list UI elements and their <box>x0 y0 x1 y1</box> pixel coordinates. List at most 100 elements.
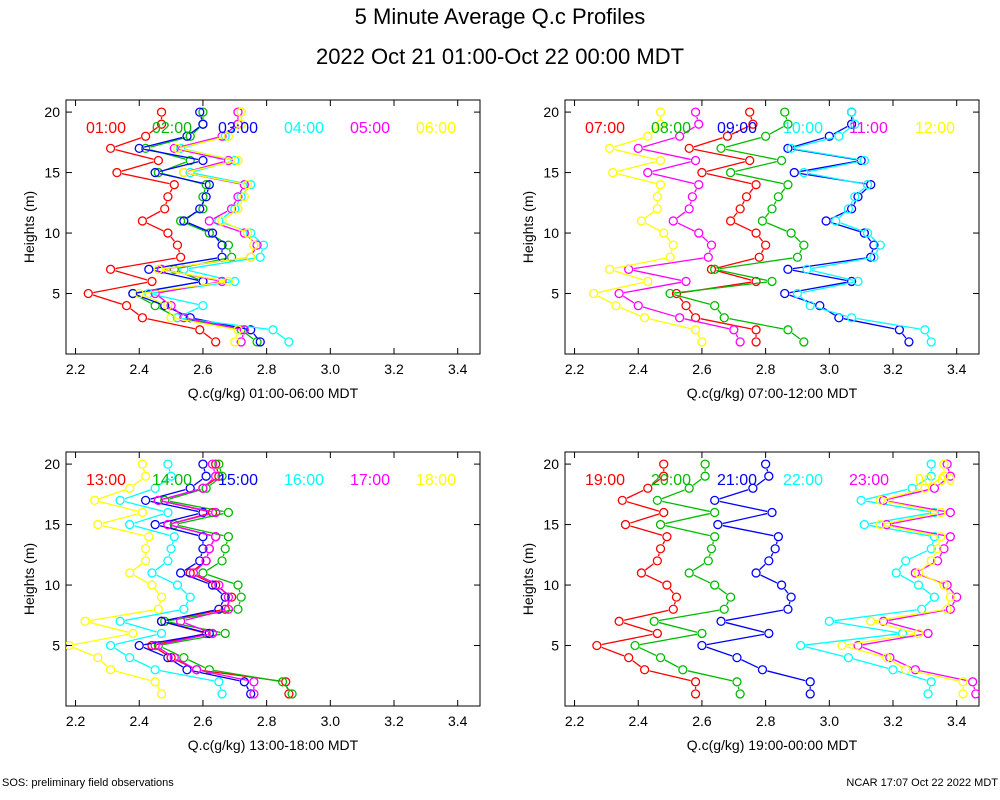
data-point <box>846 204 857 214</box>
data-point <box>150 640 160 651</box>
data-point <box>687 192 698 202</box>
data-point <box>875 495 885 506</box>
legend-label: 14:00 <box>152 472 192 489</box>
data-point <box>128 628 138 639</box>
legend-label: 23:00 <box>849 472 889 489</box>
series-line-segment <box>766 222 787 232</box>
data-point <box>604 143 615 154</box>
data-point <box>674 313 685 323</box>
series-line-segment <box>722 512 768 525</box>
series-line-segment <box>708 249 711 253</box>
series-line-segment <box>706 633 765 646</box>
series-line-segment <box>802 281 854 294</box>
series-line-segment <box>168 468 171 472</box>
series-line-segment <box>922 587 931 595</box>
series-line-segment <box>865 488 908 500</box>
data-point <box>910 568 920 578</box>
series-line-segment <box>669 588 674 594</box>
data-point <box>776 155 787 166</box>
data-point <box>156 628 167 639</box>
series-line-segment <box>811 269 854 281</box>
data-point <box>694 228 704 238</box>
data-point <box>217 276 227 287</box>
data-point <box>140 143 151 154</box>
x-tick-label: 3.2 <box>384 713 404 729</box>
data-point <box>230 155 240 166</box>
series-line-segment <box>759 563 766 570</box>
series-line-segment <box>146 541 149 545</box>
data-point <box>859 519 870 530</box>
series-group <box>589 107 936 347</box>
data-point <box>850 119 860 129</box>
series-line-segment <box>693 148 745 161</box>
series-line-segment <box>792 137 825 148</box>
series-line-segment <box>184 562 196 571</box>
data-point <box>783 325 793 335</box>
series-line-segment <box>220 601 224 606</box>
series-line-segment <box>89 609 154 622</box>
data-point <box>649 616 659 626</box>
data-point <box>878 495 889 506</box>
x-tick-label: 3.2 <box>384 361 404 377</box>
data-point <box>201 180 211 190</box>
series-line-segment <box>180 588 188 595</box>
data-point <box>636 568 647 578</box>
data-point <box>655 544 666 554</box>
data-point <box>853 276 863 287</box>
series-group <box>592 459 979 699</box>
data-point <box>198 507 208 518</box>
y-tick-label: 5 <box>52 286 60 302</box>
series-line-segment <box>92 294 122 305</box>
data-point <box>214 216 224 226</box>
series-line-segment <box>665 512 710 525</box>
series-line-segment <box>657 553 660 557</box>
x-tick-label: 3.4 <box>947 361 967 377</box>
data-point <box>156 616 167 626</box>
data-point <box>614 616 624 626</box>
series-line-segment <box>188 659 206 669</box>
data-point <box>185 167 195 178</box>
data-point <box>971 689 979 699</box>
series-line-segment <box>137 281 199 294</box>
series-line-segment <box>706 646 733 657</box>
data-point <box>125 483 135 493</box>
data-point <box>633 143 643 154</box>
series-line-segment <box>901 333 907 339</box>
series-line-segment <box>639 633 698 646</box>
x-axis-label: Q.c(g/kg) 01:00-06:00 MDT <box>188 385 359 401</box>
x-tick-label: 2.8 <box>756 713 776 729</box>
data-point <box>214 471 224 481</box>
series-line-segment <box>134 525 170 536</box>
series-line-segment <box>674 294 711 305</box>
chart-title: 5 Minute Average Q.c Profiles <box>354 4 646 29</box>
data-point <box>624 652 634 663</box>
series-line-segment <box>922 574 940 584</box>
series-line-segment <box>926 333 930 338</box>
series-line-segment <box>99 489 126 500</box>
data-point <box>214 604 224 614</box>
series-line-segment <box>236 200 240 205</box>
data-point <box>198 483 208 493</box>
data-point <box>163 507 173 518</box>
series-line-segment <box>626 501 660 512</box>
data-point <box>917 604 927 614</box>
series-line-segment <box>159 633 208 646</box>
series-line-segment <box>146 210 161 220</box>
series-line-segment <box>156 574 174 584</box>
series-line-segment <box>175 317 234 330</box>
series-line-segment <box>679 297 684 303</box>
data-point <box>655 519 666 530</box>
data-point <box>735 689 745 699</box>
series-line-segment <box>598 281 644 294</box>
data-point <box>655 652 666 663</box>
series-line-segment <box>597 295 612 304</box>
x-tick-label: 2.4 <box>629 361 649 377</box>
series-line-segment <box>260 249 263 253</box>
data-point <box>630 640 640 651</box>
data-point <box>592 640 602 651</box>
data-point <box>166 471 176 481</box>
data-point <box>668 216 678 226</box>
legend-label: 17:00 <box>350 472 390 489</box>
data-point <box>175 616 186 626</box>
series-line-segment <box>834 621 898 634</box>
